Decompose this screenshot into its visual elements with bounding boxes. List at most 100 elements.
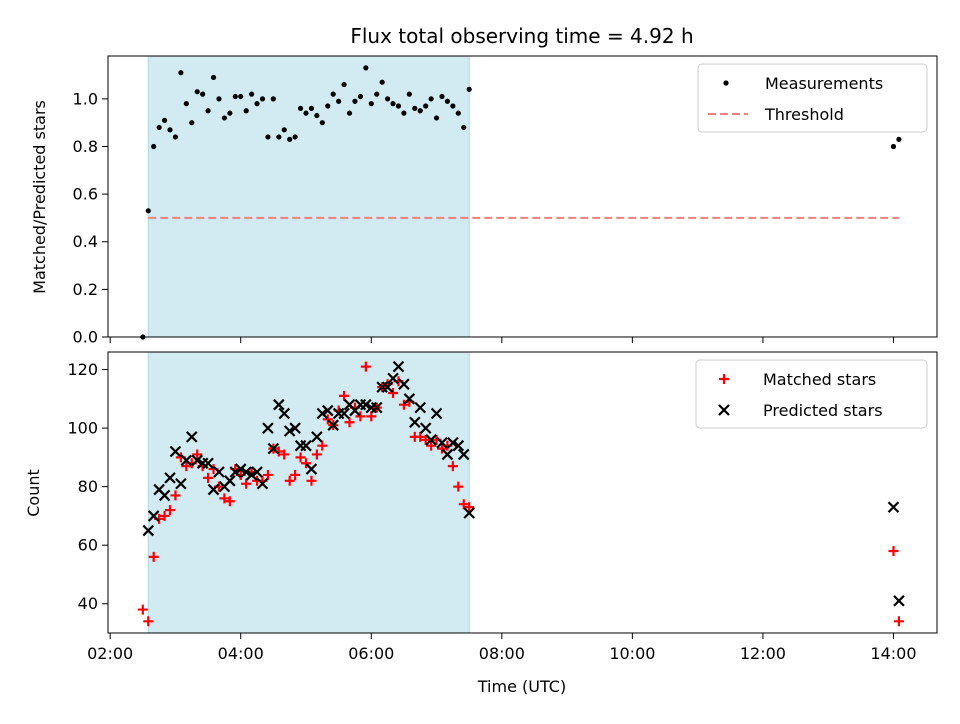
matched-point: [170, 490, 181, 501]
y-tick-label: 0.8: [73, 137, 98, 156]
y-tick-label: 40: [78, 594, 98, 613]
x-tick-label: 02:00: [87, 644, 133, 663]
measurement-point: [428, 96, 434, 102]
predicted-point: [311, 431, 323, 443]
chart-title: Flux total observing time = 4.92 h: [350, 24, 693, 48]
measurement-point: [232, 93, 238, 100]
measurement-point: [297, 105, 304, 111]
matched-point: [165, 505, 176, 516]
matched-point: [143, 616, 154, 627]
predicted-point: [262, 422, 274, 434]
predicted-point: [370, 401, 383, 414]
predicted-point: [441, 448, 454, 461]
measurement-point: [287, 136, 293, 142]
predicted-point: [251, 466, 263, 478]
measurement-point: [406, 91, 412, 97]
matched-point: [415, 431, 426, 442]
x-tick-label: 06:00: [348, 644, 394, 663]
matched-point: [311, 449, 322, 460]
predicted-point: [142, 524, 155, 537]
measurement-point: [205, 108, 211, 114]
matched-point: [366, 411, 377, 422]
measurement-point: [292, 134, 298, 140]
measurement-point: [194, 89, 200, 95]
matched-point: [295, 452, 306, 463]
measurement-point: [412, 105, 418, 111]
bottom-ylabel: Count: [24, 469, 43, 517]
x-tick-label: 08:00: [479, 644, 525, 663]
matched-point: [159, 510, 170, 521]
predicted-point: [463, 507, 475, 519]
measurement-point: [303, 110, 309, 116]
measurement-point: [374, 91, 380, 97]
bottom-panel: 40 60 80 100 120 02:00 04:00 06:00 08:00 10:00 12…: [24, 351, 938, 696]
predicted-point: [180, 454, 193, 467]
matched-point: [306, 475, 317, 486]
predicted-point: [267, 442, 280, 455]
legend-box: [697, 63, 928, 133]
predicted-point: [229, 466, 242, 478]
measurement-point: [439, 93, 445, 100]
legend-box: [695, 359, 928, 429]
predicted-point: [278, 407, 291, 420]
measurement-point: [200, 91, 206, 97]
predicted-point: [457, 448, 470, 461]
predicted-point: [283, 425, 296, 437]
y-tick-label: 1.0: [73, 89, 98, 108]
measurement-point: [363, 65, 369, 71]
predicted-point: [175, 477, 187, 490]
y-tick-label: 120: [67, 360, 98, 379]
predicted-point: [381, 381, 394, 393]
measurement-point: [368, 101, 374, 107]
measurement-point: [466, 86, 472, 92]
predicted-point: [419, 422, 432, 434]
y-tick-label: 0.0: [73, 328, 98, 347]
y-tick-label: 0.4: [73, 232, 98, 251]
y-tick-label: 0.2: [73, 280, 98, 299]
measurement-point: [259, 96, 266, 102]
predicted-point: [430, 407, 443, 420]
matched-point: [148, 551, 159, 562]
measurement-point: [417, 108, 423, 114]
measurement-point: [243, 108, 249, 114]
measurement-point: [330, 91, 336, 97]
measurement-point: [238, 93, 244, 100]
matched-point: [447, 461, 458, 472]
predicted-point: [224, 475, 236, 487]
top-axes-frame: [107, 55, 938, 338]
measurement-point: [227, 110, 233, 116]
y-tick-label: 0.6: [73, 185, 98, 204]
predicted-point: [360, 398, 372, 411]
matched-point: [388, 387, 399, 398]
matched-point: [203, 472, 214, 483]
measurement-point: [156, 124, 162, 131]
x-tick-label: 14:00: [870, 644, 916, 663]
matched-point: [219, 493, 230, 504]
measurement-point: [167, 127, 173, 133]
predicted-point: [245, 469, 258, 481]
matched-point: [453, 481, 464, 492]
measurement-point: [352, 98, 358, 104]
bottom-xlabel: Time (UTC): [477, 677, 566, 696]
matched-point: [317, 440, 328, 451]
measurement-point: [210, 74, 217, 81]
matched-point: [888, 546, 899, 557]
predicted-point: [273, 398, 285, 411]
measurement-point: [384, 96, 391, 102]
measurement-point: [216, 96, 222, 102]
measurement-point: [319, 120, 325, 126]
predicted-point: [387, 372, 399, 385]
predicted-point: [436, 436, 448, 449]
matched-point: [137, 604, 148, 615]
matched-point: [339, 390, 350, 401]
legend-marker-matched: [719, 374, 729, 384]
matched-point: [290, 469, 301, 480]
measurement-point: [276, 134, 282, 140]
predicted-point: [409, 416, 421, 429]
matched-point: [344, 417, 355, 428]
measurement-point: [433, 115, 440, 121]
predicted-point: [316, 407, 329, 420]
legend-label: Measurements: [765, 74, 883, 93]
predicted-point: [447, 436, 459, 449]
predicted-point: [185, 431, 198, 443]
